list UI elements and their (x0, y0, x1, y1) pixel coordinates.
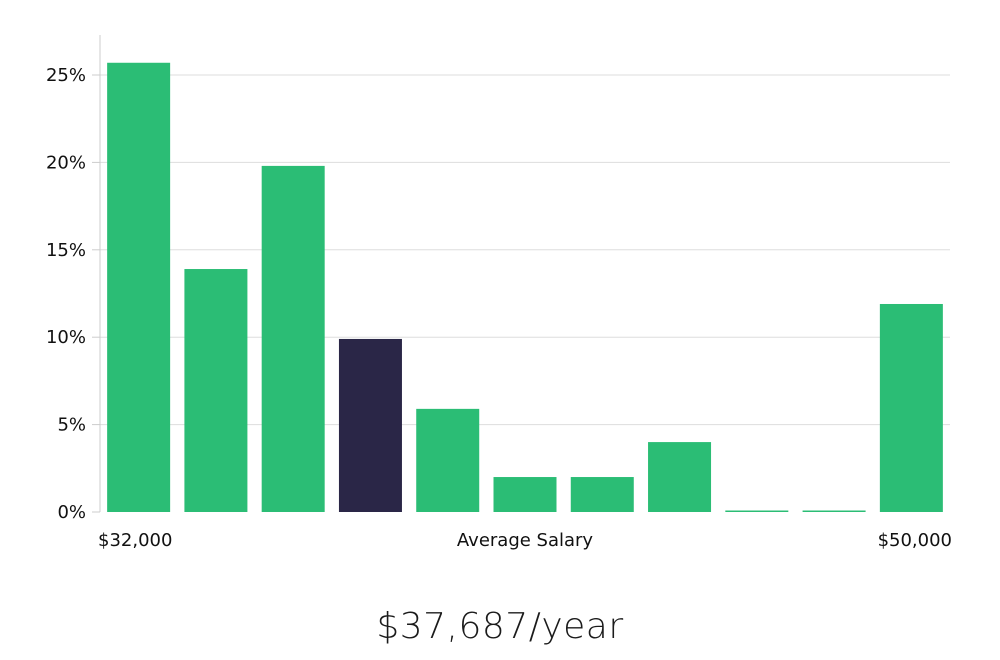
salary-histogram: 0%5%10%15%20%25% $32,000 Average Salary … (46, 35, 952, 551)
x-max-label: $50,000 (878, 530, 952, 551)
y-tick-label: 5% (57, 415, 86, 436)
y-tick-label: 25% (46, 65, 86, 86)
bar (570, 477, 634, 512)
bar (648, 442, 712, 512)
bar (261, 165, 325, 512)
y-axis-ticks: 0% 5% 10% 15% 20% 25% (46, 65, 100, 523)
bar (416, 408, 480, 512)
bar (493, 477, 557, 512)
y-tick-label: 15% (46, 240, 86, 261)
y-tick-label: 10% (46, 327, 86, 348)
x-min-label: $32,000 (98, 530, 172, 551)
bar (107, 62, 171, 512)
bars (107, 62, 943, 512)
y-tick-label: 20% (46, 152, 86, 173)
bar (184, 269, 248, 512)
average-salary-value: $37,687/year (376, 606, 624, 647)
bar (879, 303, 943, 512)
y-tick-label: 0% (57, 502, 86, 523)
bar (725, 510, 789, 512)
x-axis-title: Average Salary (457, 530, 594, 551)
bar (802, 510, 866, 512)
bar-highlighted (338, 338, 402, 512)
